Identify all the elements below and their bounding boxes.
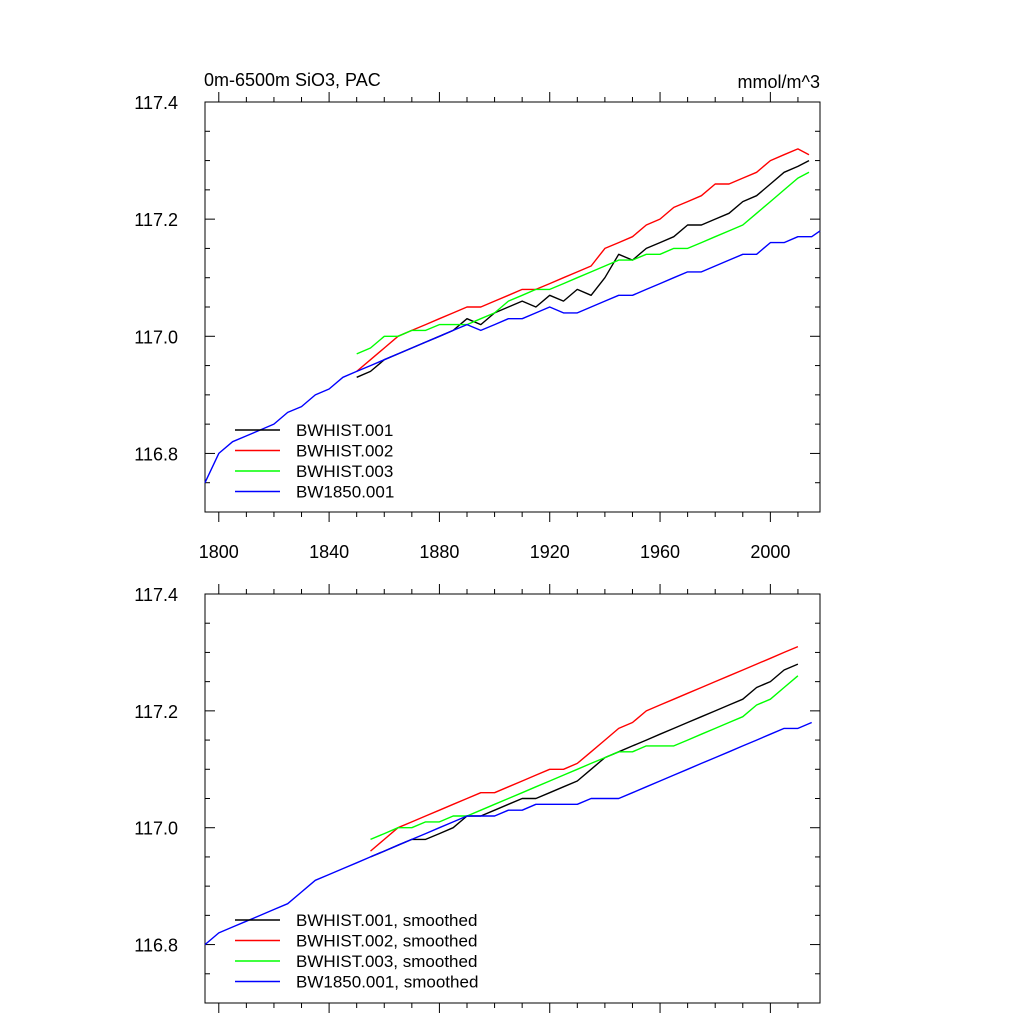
legend-entry: BW1850.001, smoothed [296,973,478,992]
y-tick-label: 117.0 [134,819,178,839]
y-tick-label: 116.8 [134,936,178,956]
y-tick-label: 117.2 [134,210,178,230]
x-tick-label: 1800 [199,542,239,562]
x-tick-label: 1880 [419,542,459,562]
legend-entry: BWHIST.003, smoothed [296,952,477,971]
legend-entry: BW1850.001 [296,483,394,502]
x-tick-label: 1840 [309,542,349,562]
series-line [356,171,810,355]
chart-title: 0m-6500m SiO3, PAC [204,70,381,90]
y-tick-label: 117.2 [134,702,178,722]
y-tick-label: 117.4 [134,93,178,113]
x-tick-label: 1960 [640,542,680,562]
y-tick-label: 116.8 [134,444,178,464]
legend-entry: BWHIST.002, smoothed [296,932,477,951]
x-tick-label: 2000 [750,542,790,562]
x-tick-label: 1920 [530,542,570,562]
series-line [356,148,810,372]
top-panel: 116.8 117.0 117.2 117.4 1800 1840 1880 1920 1960… [134,92,821,562]
legend-entry: BWHIST.003 [296,462,393,481]
y-tick-label: 117.4 [134,585,178,605]
y-tick-label: 117.0 [134,327,178,347]
series-line [370,645,799,852]
bottom-panel: 116.8 117.0 117.2 117.4 BWHIST.001, smoothed… [134,584,821,1013]
series-line [370,663,799,858]
series-line [204,230,821,483]
legend-entry: BWHIST.002 [296,442,393,461]
legend-entry: BWHIST.001 [296,421,393,440]
series-line [204,721,812,946]
series-line [370,675,799,841]
legend-entry: BWHIST.001, smoothed [296,911,477,930]
units-label: mmol/m^3 [738,72,820,92]
